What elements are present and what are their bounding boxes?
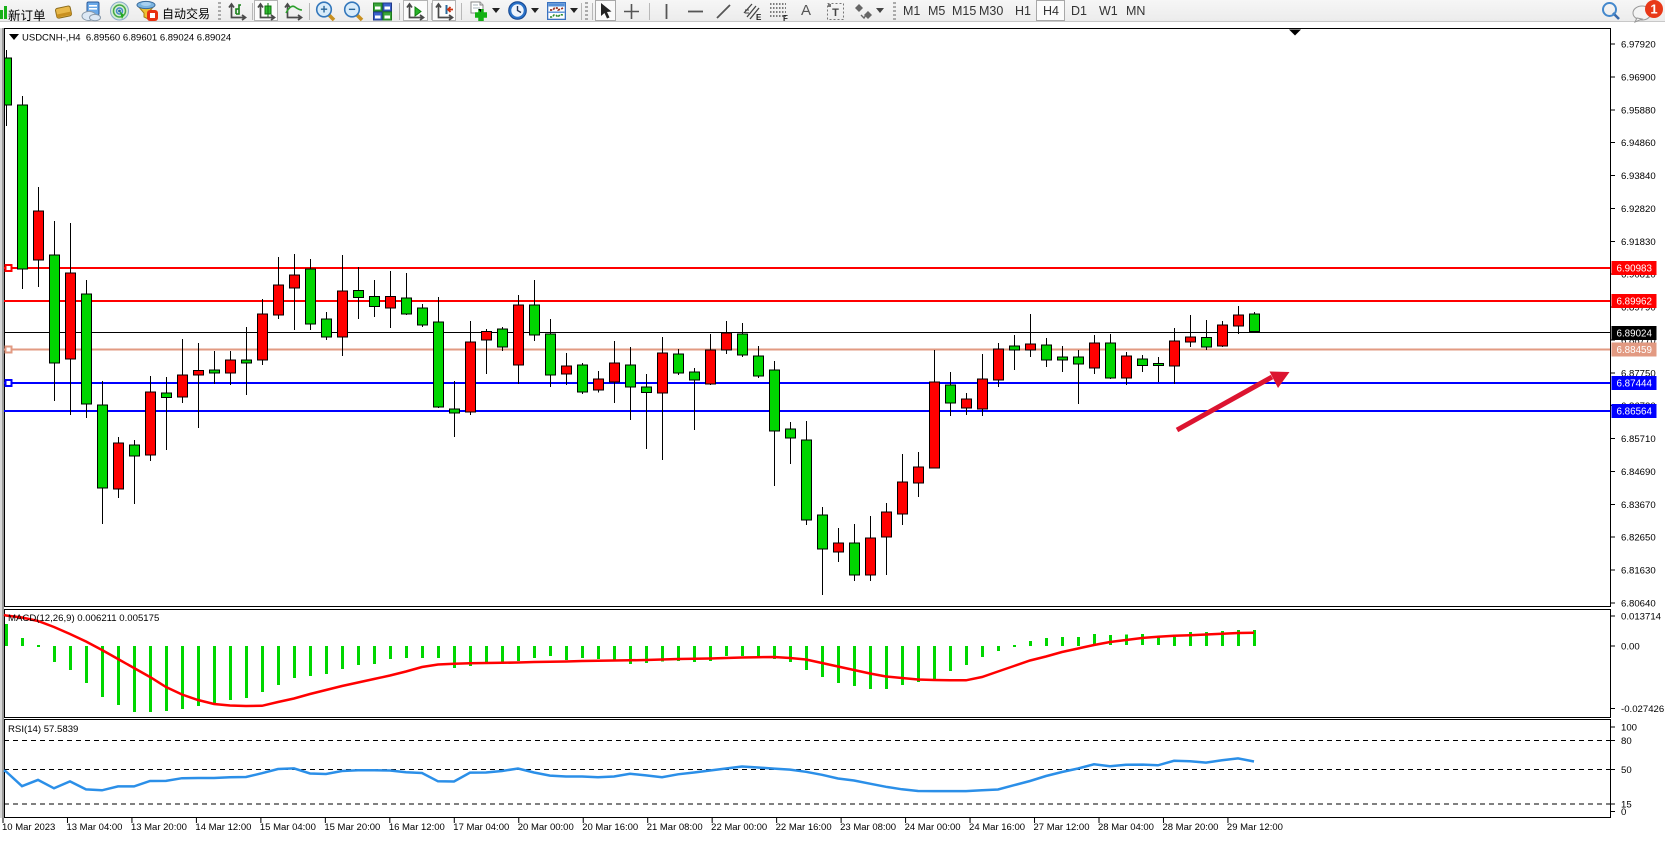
svg-text:15 Mar 04:00: 15 Mar 04:00 <box>260 822 316 833</box>
svg-text:T: T <box>832 7 839 19</box>
svg-text:6.92820: 6.92820 <box>1621 204 1656 215</box>
svg-text:23 Mar 08:00: 23 Mar 08:00 <box>840 822 896 833</box>
svg-text:6.88459: 6.88459 <box>1617 345 1652 356</box>
svg-text:6.89790: 6.89790 <box>1621 303 1656 314</box>
svg-text:6.90810: 6.90810 <box>1621 270 1656 281</box>
svg-text:6.90983: 6.90983 <box>1617 264 1653 275</box>
svg-text:F: F <box>783 14 788 22</box>
svg-text:6.80640: 6.80640 <box>1621 598 1656 609</box>
svg-text:22 Mar 00:00: 22 Mar 00:00 <box>711 822 767 833</box>
svg-text:0: 0 <box>1621 807 1626 818</box>
svg-text:+: + <box>320 3 327 17</box>
svg-text:27 Mar 12:00: 27 Mar 12:00 <box>1034 822 1090 833</box>
svg-text:6.95880: 6.95880 <box>1621 105 1656 116</box>
svg-text:29 Mar 12:00: 29 Mar 12:00 <box>1227 822 1283 833</box>
svg-text:28 Mar 04:00: 28 Mar 04:00 <box>1098 822 1154 833</box>
svg-text:6.89962: 6.89962 <box>1617 297 1652 308</box>
svg-text:6.85710: 6.85710 <box>1621 434 1656 445</box>
svg-text:RSI(14) 57.5839: RSI(14) 57.5839 <box>8 724 78 735</box>
svg-text:22 Mar 16:00: 22 Mar 16:00 <box>776 822 832 833</box>
svg-text:-0.027426: -0.027426 <box>1621 704 1664 715</box>
svg-text:6.97920: 6.97920 <box>1621 40 1656 51</box>
svg-text:6.91830: 6.91830 <box>1621 237 1656 248</box>
svg-text:6.93840: 6.93840 <box>1621 171 1656 182</box>
svg-text:20 Mar 16:00: 20 Mar 16:00 <box>582 822 638 833</box>
svg-text:USDCNH-,H4 6.89560 6.89601 6.: USDCNH-,H4 6.89560 6.89601 6.89024 6.890… <box>22 33 231 44</box>
svg-text:24 Mar 16:00: 24 Mar 16:00 <box>969 822 1025 833</box>
svg-text:10 Mar 2023: 10 Mar 2023 <box>2 822 55 833</box>
svg-text:6.96900: 6.96900 <box>1621 72 1656 83</box>
svg-text:6.94860: 6.94860 <box>1621 138 1656 149</box>
svg-text:6.87750: 6.87750 <box>1621 368 1656 379</box>
svg-text:6.84690: 6.84690 <box>1621 467 1656 478</box>
svg-text:15 Mar 20:00: 15 Mar 20:00 <box>324 822 380 833</box>
svg-text:28 Mar 20:00: 28 Mar 20:00 <box>1162 822 1218 833</box>
svg-text:6.86564: 6.86564 <box>1617 407 1653 418</box>
svg-text:1: 1 <box>1650 2 1657 17</box>
svg-text:21 Mar 08:00: 21 Mar 08:00 <box>647 822 703 833</box>
svg-text:24 Mar 00:00: 24 Mar 00:00 <box>905 822 961 833</box>
svg-text:6.87444: 6.87444 <box>1617 379 1653 390</box>
svg-text:6.81630: 6.81630 <box>1621 566 1656 577</box>
svg-text:80: 80 <box>1621 736 1632 747</box>
svg-text:6.89024: 6.89024 <box>1617 329 1653 340</box>
svg-text:0.00: 0.00 <box>1621 642 1640 653</box>
svg-text:E: E <box>756 13 762 22</box>
svg-text:13 Mar 04:00: 13 Mar 04:00 <box>66 822 122 833</box>
svg-text:MACD(12,26,9) 0.006211 0.00517: MACD(12,26,9) 0.006211 0.005175 <box>8 613 159 624</box>
svg-text:20 Mar 00:00: 20 Mar 00:00 <box>518 822 574 833</box>
svg-text:6.82650: 6.82650 <box>1621 533 1656 544</box>
svg-text:100: 100 <box>1621 723 1637 734</box>
svg-text:6.83670: 6.83670 <box>1621 500 1656 511</box>
svg-text:50: 50 <box>1621 765 1632 776</box>
svg-text:15: 15 <box>1621 800 1632 811</box>
svg-text:14 Mar 12:00: 14 Mar 12:00 <box>195 822 251 833</box>
svg-text:6.88770: 6.88770 <box>1621 335 1656 346</box>
svg-text:17 Mar 04:00: 17 Mar 04:00 <box>453 822 509 833</box>
svg-text:16 Mar 12:00: 16 Mar 12:00 <box>389 822 445 833</box>
svg-text:13 Mar 20:00: 13 Mar 20:00 <box>131 822 187 833</box>
svg-text:−: − <box>348 3 355 17</box>
svg-text:0.013714: 0.013714 <box>1621 612 1662 623</box>
